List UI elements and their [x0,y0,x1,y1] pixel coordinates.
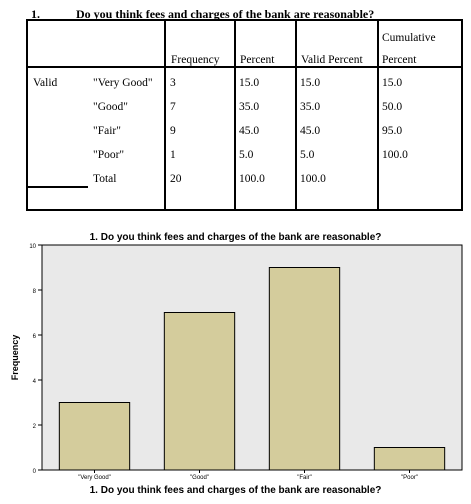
x-tick-label: "Very Good" [78,475,111,481]
col-divider-percent [234,21,236,209]
row-cumulative: 50.0 [382,101,403,113]
col-divider-cumulative [377,21,379,209]
question-text: Do you think fees and charges of the ban… [76,7,375,21]
row-label: "Poor" [93,149,125,161]
total-divider [28,186,88,188]
row-valid-percent: 15.0 [300,77,321,89]
bar [373,447,446,471]
x-tick-label: "Fair" [297,475,312,481]
row-frequency: 9 [170,125,176,137]
row-frequency: 7 [170,101,176,113]
row-label: "Very Good" [93,77,153,89]
y-tick-label: 6 [33,334,37,340]
row-percent: 35.0 [239,101,260,113]
question-heading: 1. Do you think fees and charges of the … [0,6,471,22]
bar [58,402,131,471]
row-label-total: Total [93,173,117,185]
col-divider-valid-percent [295,21,297,209]
row-valid-percent-total: 100.0 [300,173,326,185]
y-tick-label: 8 [33,289,37,295]
header-cumulative-line1: Cumulative [382,32,436,44]
row-percent-total: 100.0 [239,173,265,185]
bar [268,267,341,471]
x-axis-title: 1. Do you think fees and charges of the … [89,485,382,496]
y-axis-title: Frequency [10,335,20,381]
row-label: "Fair" [93,125,121,137]
row-percent: 45.0 [239,125,260,137]
row-valid-percent: 45.0 [300,125,321,137]
x-tick-label: "Good" [190,475,209,481]
row-cumulative: 15.0 [382,77,403,89]
row-valid-percent: 5.0 [300,149,315,161]
header-frequency: Frequency [171,54,220,66]
header-percent: Percent [240,54,275,66]
question-number: 1. [31,7,40,21]
frequency-table: Frequency Percent Valid Percent Cumulati… [26,19,463,211]
header-divider [28,66,461,68]
x-tick-label: "Poor" [401,475,418,481]
header-cumulative-line2: Percent [382,54,417,66]
col-divider-frequency [164,21,166,209]
row-cumulative: 100.0 [382,149,408,161]
row-frequency: 3 [170,77,176,89]
y-tick-label: 2 [33,424,37,430]
row-percent: 5.0 [239,149,254,161]
bar-chart: 1. Do you think fees and charges of the … [0,228,471,504]
row-valid-percent: 35.0 [300,101,321,113]
y-tick-label: 4 [33,379,37,385]
bar [163,312,236,471]
row-percent: 15.0 [239,77,260,89]
row-frequency-total: 20 [170,173,182,185]
chart-canvas: 0 2 4 6 8 10 Frequency "Very Good" "Good" "Fair" "… [10,244,463,481]
row-label: "Good" [93,101,128,113]
y-tick-label: 10 [29,244,36,250]
row-cumulative: 95.0 [382,125,403,137]
y-tick-label: 0 [33,469,37,475]
valid-label: Valid [33,77,58,89]
header-valid-percent: Valid Percent [301,54,363,66]
row-frequency: 1 [170,149,176,161]
chart-title: 1. Do you think fees and charges of the … [89,232,382,243]
